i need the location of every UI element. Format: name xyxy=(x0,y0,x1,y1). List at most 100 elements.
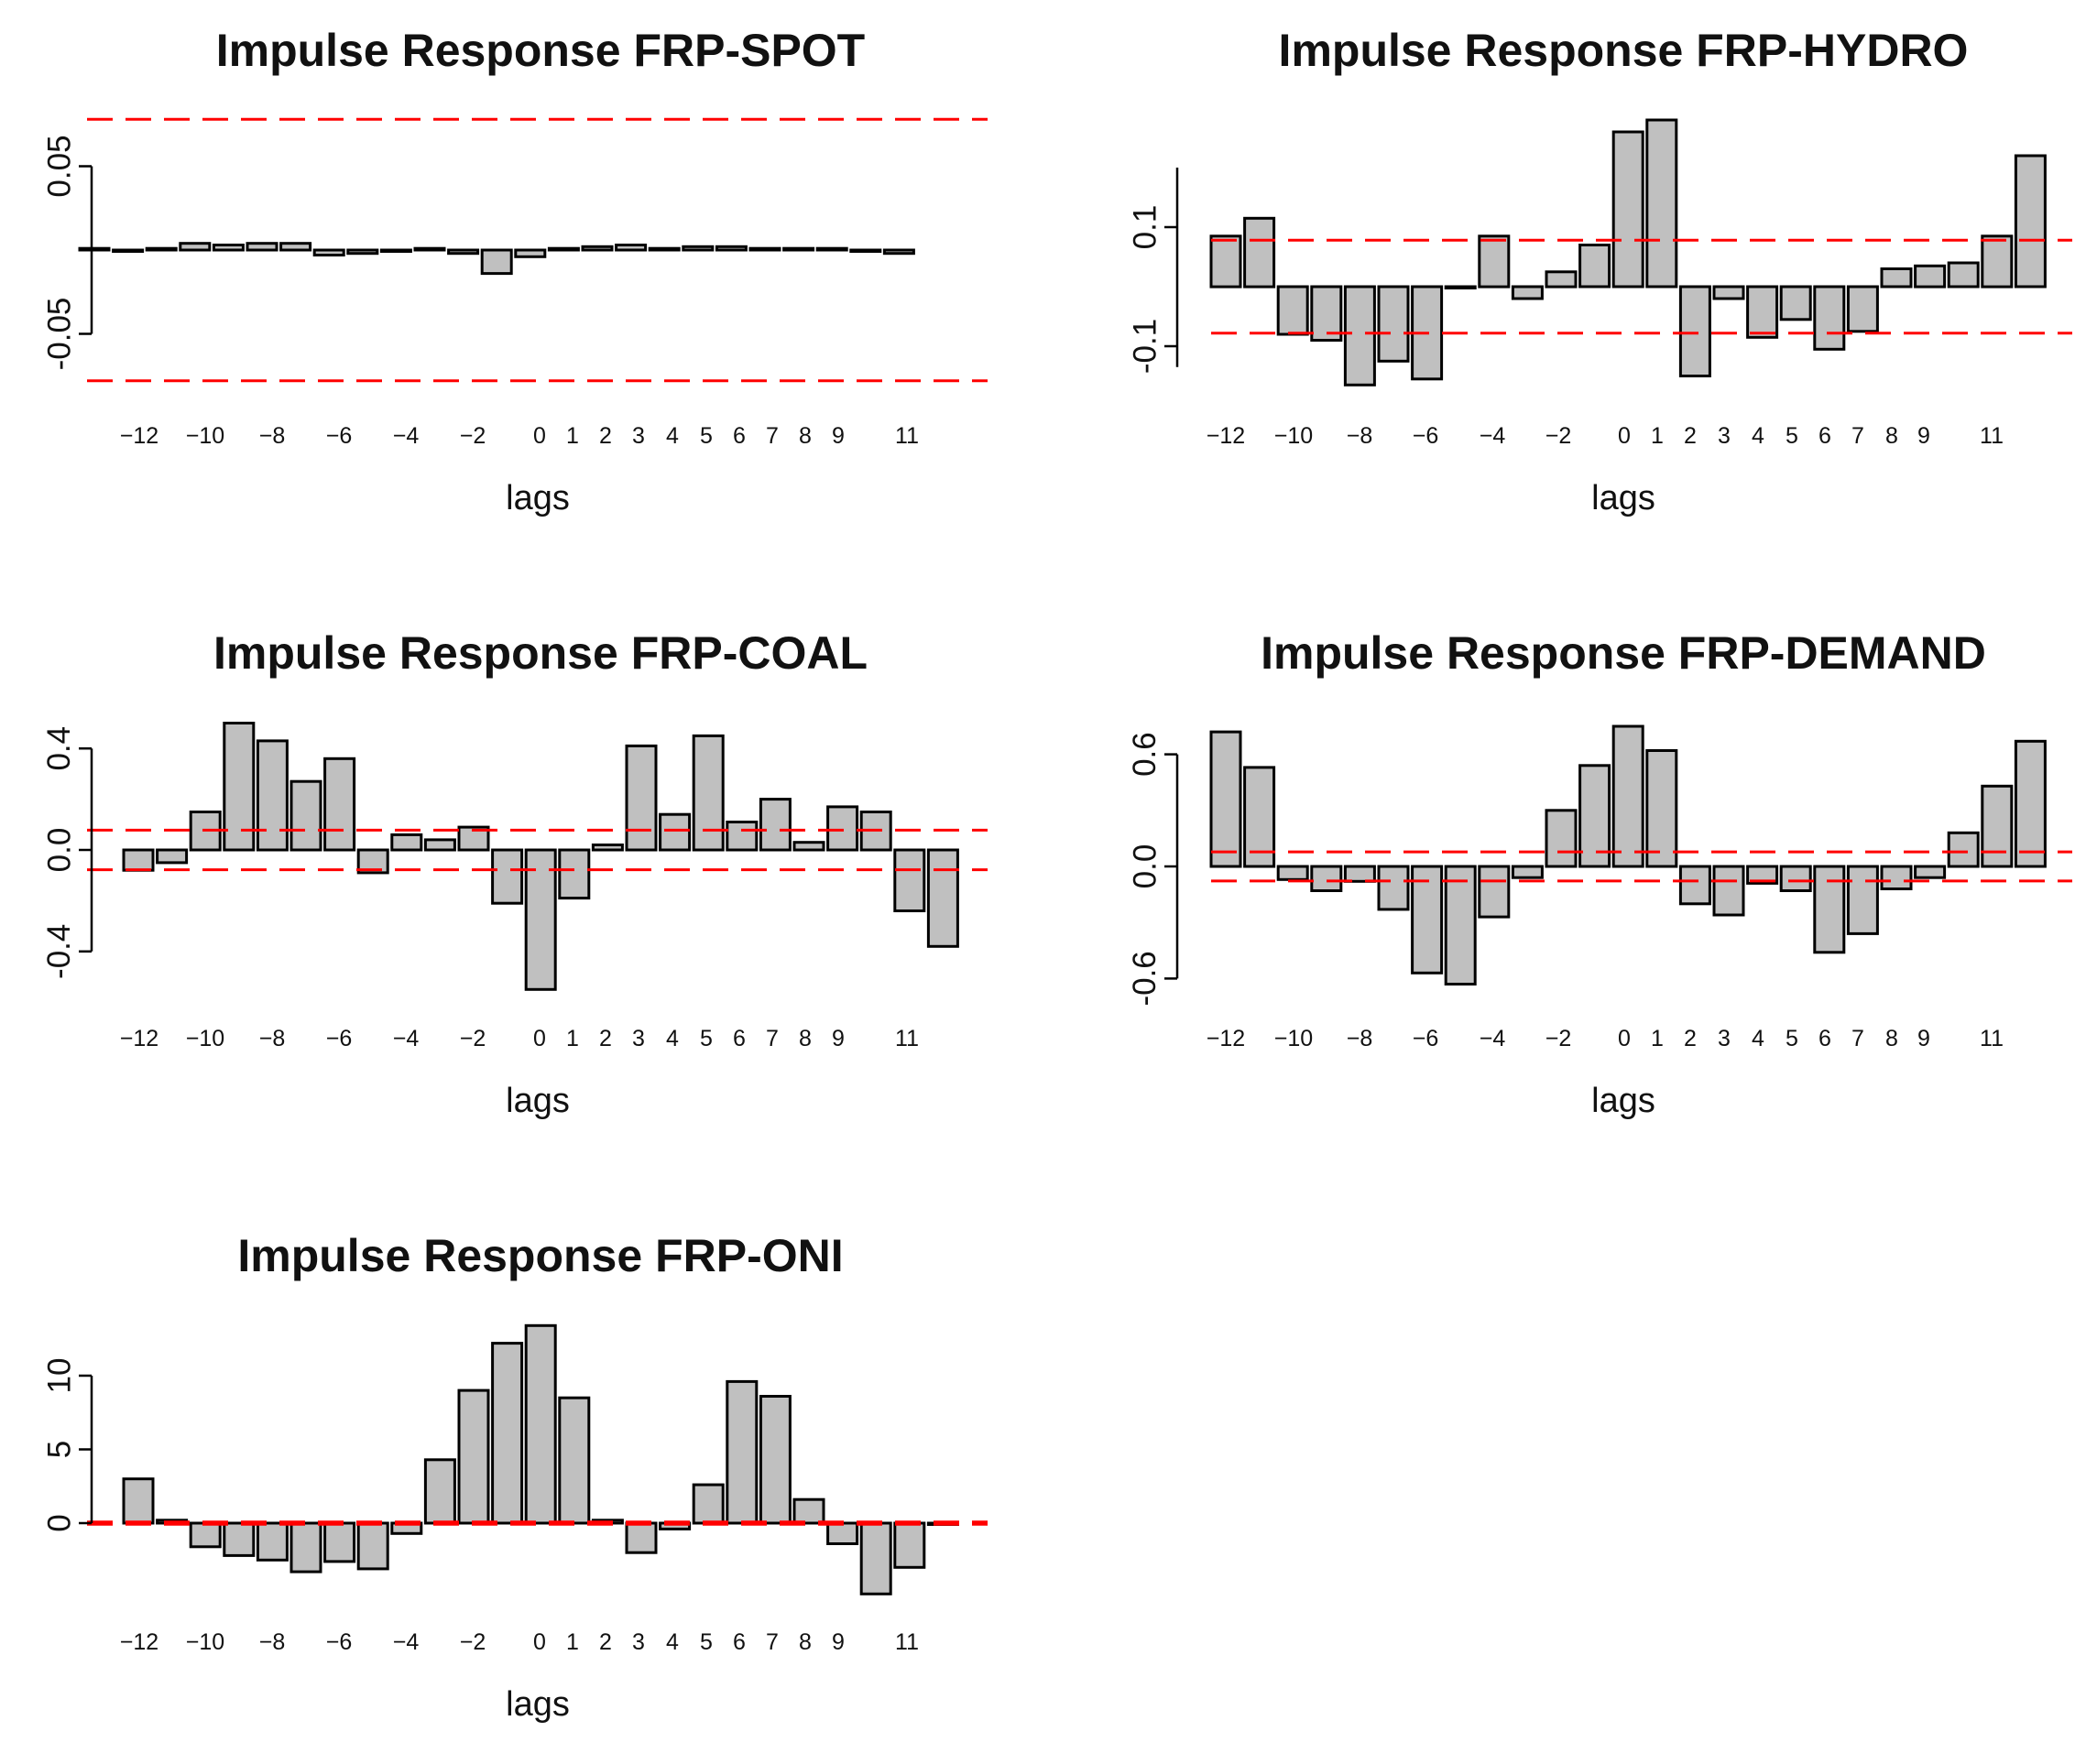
bar-lag-8 xyxy=(748,246,781,252)
x-tick-label: 4 xyxy=(666,1629,679,1655)
x-tick-label: −6 xyxy=(1413,1026,1439,1051)
bar-lag-minus-11 xyxy=(1243,766,1276,868)
x-tick-label: −8 xyxy=(1347,1026,1373,1051)
bar-lag-minus-2 xyxy=(457,1388,490,1525)
bar-lag-minus-12 xyxy=(1209,234,1242,289)
x-tick-label: 4 xyxy=(666,1026,679,1051)
bar-lag-9 xyxy=(782,246,815,252)
x-tick-label: 11 xyxy=(1980,1026,2004,1051)
x-tick-label: 8 xyxy=(1885,1026,1898,1051)
bar-lag-minus-9 xyxy=(1310,285,1343,342)
x-tick-label: −4 xyxy=(1480,1026,1506,1051)
bar-lag-minus-4 xyxy=(1478,865,1511,919)
chart-title: Impulse Response FRP-ONI xyxy=(237,1230,843,1281)
chart-title: Impulse Response FRP-COAL xyxy=(213,627,868,679)
y-tick-label: 5 xyxy=(41,1441,77,1458)
y-tick-label: 0.05 xyxy=(41,135,77,197)
x-tick-label: −6 xyxy=(326,1629,353,1655)
bar-lag-minus-1 xyxy=(491,1342,524,1525)
x-tick-label: −10 xyxy=(186,1629,224,1655)
x-tick-label: −12 xyxy=(1207,423,1245,449)
x-tick-label: 7 xyxy=(766,423,779,449)
bar-lag-2 xyxy=(591,844,624,852)
bar-lag-minus-8 xyxy=(1343,285,1376,387)
x-tick-label: 3 xyxy=(1718,1026,1731,1051)
bar-lag-4 xyxy=(1746,285,1779,339)
x-tick-label: 7 xyxy=(1851,1026,1864,1051)
x-tick-label: 4 xyxy=(1752,423,1764,449)
bar-lag-9 xyxy=(1914,264,1947,289)
bar-lag-5 xyxy=(692,734,725,852)
bar-lag-minus-8 xyxy=(1343,865,1376,883)
bar-lag-minus-1 xyxy=(491,848,524,905)
x-tick-label: 5 xyxy=(700,423,713,449)
x-tick-label: 8 xyxy=(1885,423,1898,449)
bar-lag-3 xyxy=(625,744,658,852)
bar-lag-minus-5 xyxy=(1444,865,1477,985)
bar-lag-0 xyxy=(1611,130,1644,289)
x-tick-label: 7 xyxy=(766,1629,779,1655)
x-tick-label: −8 xyxy=(259,1026,286,1051)
x-tick-label: 0 xyxy=(533,423,546,449)
bar-lag-10 xyxy=(1947,831,1980,868)
bar-lag-minus-10 xyxy=(1276,285,1309,336)
x-tick-label: 9 xyxy=(832,1629,845,1655)
x-tick-label: −4 xyxy=(393,1629,420,1655)
x-axis-label: lags xyxy=(1591,1082,1655,1120)
bar-lag-minus-4 xyxy=(1478,234,1511,289)
y-tick-label: 0.6 xyxy=(1127,732,1163,777)
x-tick-label: −2 xyxy=(1545,423,1572,449)
bar-lag-11 xyxy=(849,248,882,253)
bar-lag-minus-5 xyxy=(312,248,345,256)
x-tick-label: 9 xyxy=(832,1026,845,1051)
x-tick-label: 0 xyxy=(533,1629,546,1655)
bar-lag-minus-11 xyxy=(156,848,189,865)
x-tick-label: 1 xyxy=(566,1629,579,1655)
panel-impulse-response-frp-hydro: Impulse Response FRP-HYDRO -0.1 0.1 −12 −10 −… xyxy=(1127,25,2072,517)
bar-lag-minus-6 xyxy=(279,242,312,252)
bar-lag-0 xyxy=(480,248,513,276)
x-tick-label: −4 xyxy=(1480,423,1506,449)
x-tick-label: −8 xyxy=(259,423,286,449)
x-tick-label: 9 xyxy=(1917,423,1930,449)
bar-lag-2 xyxy=(1678,865,1711,906)
bar-lag-10 xyxy=(859,1521,892,1595)
bar-lag-4 xyxy=(659,812,692,852)
x-tick-label: 5 xyxy=(1786,423,1798,449)
bar-lag-minus-6 xyxy=(1411,865,1444,975)
bar-lag-11 xyxy=(1981,784,2014,868)
x-tick-label: 9 xyxy=(1917,1026,1930,1051)
y-tick-label: 0.0 xyxy=(1127,844,1163,889)
x-tick-label: 3 xyxy=(632,1026,645,1051)
x-tick-label: 6 xyxy=(1818,1026,1831,1051)
y-tick-label: 0.0 xyxy=(41,828,77,873)
bar-lag-minus-9 xyxy=(179,242,212,252)
x-tick-label: −8 xyxy=(1347,423,1373,449)
bar-lag-minus-10 xyxy=(189,1521,222,1549)
bar-lag-8 xyxy=(792,1497,825,1525)
bar-lag-6 xyxy=(1813,865,1846,954)
x-tick-label: 0 xyxy=(1618,423,1631,449)
bar-lag-minus-11 xyxy=(1243,216,1276,289)
x-tick-label: 1 xyxy=(566,1026,579,1051)
x-tick-label: −12 xyxy=(120,423,158,449)
x-tick-label: −10 xyxy=(186,1026,224,1051)
x-tick-label: 5 xyxy=(700,1629,713,1655)
bar-lag-7 xyxy=(759,798,792,852)
x-tick-label: −10 xyxy=(1274,1026,1313,1051)
bar-lag-minus-12 xyxy=(1209,730,1242,868)
bar-lag-11 xyxy=(893,1521,926,1569)
bar-lag-minus-5 xyxy=(356,1521,389,1571)
x-tick-label: −4 xyxy=(393,1026,420,1051)
bar-lag-minus-1 xyxy=(1578,764,1611,868)
bar-lag-minus-8 xyxy=(256,1521,289,1562)
bar-lag-7 xyxy=(715,245,748,252)
bar-lag-minus-12 xyxy=(78,246,111,252)
bar-lag-2 xyxy=(1678,285,1711,377)
x-tick-label: 1 xyxy=(566,423,579,449)
bar-lag-minus-3 xyxy=(379,248,412,253)
x-tick-label: −8 xyxy=(259,1629,286,1655)
x-tick-label: 2 xyxy=(599,423,612,449)
x-tick-label: −2 xyxy=(1545,1026,1572,1051)
